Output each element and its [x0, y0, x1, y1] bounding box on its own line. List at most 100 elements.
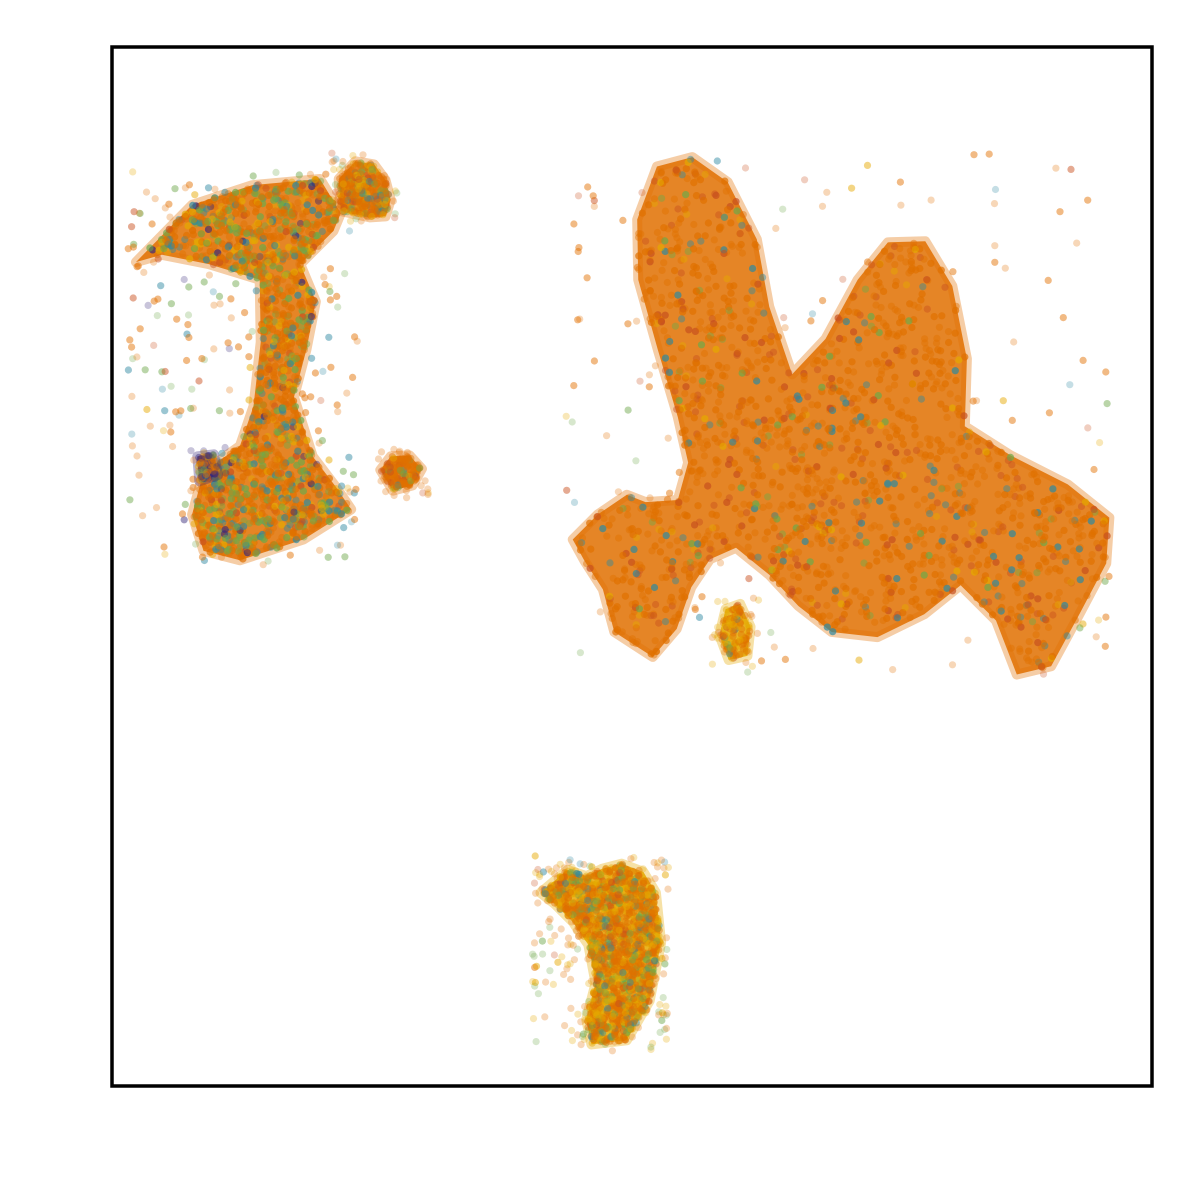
- scatter-point: [1032, 631, 1040, 639]
- scatter-point: [212, 481, 220, 489]
- scatter-point: [268, 517, 276, 525]
- scatter-point: [296, 439, 304, 447]
- scatter-point: [345, 453, 353, 461]
- scatter-point: [282, 228, 290, 236]
- scatter-point: [967, 520, 976, 528]
- scatter-point: [258, 530, 266, 539]
- scatter-point: [268, 275, 276, 283]
- scatter-point: [562, 412, 570, 420]
- scatter-point: [1074, 597, 1082, 605]
- scatter-point: [196, 219, 204, 227]
- scatter-point: [246, 251, 254, 260]
- scatter-point: [256, 387, 264, 395]
- scatter-point: [242, 257, 251, 265]
- scatter-point: [325, 483, 333, 491]
- scatter-point: [279, 484, 287, 492]
- scatter-point: [242, 258, 250, 266]
- scatter-point: [235, 242, 243, 250]
- scatter-point: [280, 463, 289, 471]
- scatter-point: [180, 275, 188, 284]
- scatter-point: [311, 486, 319, 494]
- scatter-point: [242, 445, 250, 453]
- scatter-point: [314, 520, 322, 528]
- scatter-point: [172, 219, 180, 227]
- scatter-point: [198, 534, 206, 542]
- scatter-point: [275, 342, 283, 350]
- scatter-point: [270, 380, 278, 388]
- scatter-point: [246, 272, 254, 280]
- scatter-point: [155, 246, 163, 254]
- scatter-point: [280, 384, 288, 392]
- scatter-point: [245, 396, 253, 404]
- cluster-density-body: [130, 173, 357, 566]
- scatter-point: [326, 287, 334, 296]
- scatter-point: [309, 206, 317, 214]
- scatter-point: [287, 319, 295, 327]
- scatter-point: [239, 188, 247, 196]
- scatter-point: [1096, 439, 1104, 447]
- scatter-point: [306, 456, 314, 464]
- scatter-point: [286, 531, 295, 539]
- scatter-point: [644, 530, 652, 538]
- scatter-point: [148, 220, 156, 228]
- scatter-point: [773, 431, 781, 439]
- scatter-point: [671, 322, 680, 330]
- scatter-point: [274, 333, 282, 342]
- scatter-point: [911, 430, 920, 438]
- scatter-point: [301, 343, 309, 351]
- scatter-point: [328, 149, 336, 157]
- scatter-point: [820, 449, 829, 457]
- scatter-point: [297, 244, 305, 252]
- scatter-point: [217, 546, 225, 554]
- scatter-point: [798, 446, 806, 454]
- scatter-point: [258, 320, 266, 328]
- scatter-point: [282, 423, 290, 431]
- scatter-point: [269, 400, 277, 408]
- scatter-point: [217, 459, 225, 467]
- scatter-point: [274, 469, 282, 478]
- scatter-point: [228, 476, 236, 484]
- scatter-point: [681, 390, 689, 398]
- scatter-point: [259, 194, 267, 202]
- scatter-point: [160, 543, 168, 551]
- scatter-point: [292, 485, 300, 493]
- scatter-point: [295, 316, 303, 324]
- scatter-point: [294, 199, 302, 207]
- scatter-point: [210, 242, 218, 250]
- scatter-point: [286, 360, 294, 368]
- scatter-point: [241, 462, 249, 470]
- scatter-point: [1017, 512, 1025, 520]
- scatter-point: [229, 483, 237, 491]
- scatter-point: [178, 216, 186, 224]
- scatter-point: [214, 491, 222, 499]
- scatter-point: [264, 225, 272, 233]
- scatter-point: [651, 637, 659, 645]
- scatter-point: [798, 503, 807, 511]
- scatter-point: [126, 496, 134, 504]
- scatter-point: [231, 188, 240, 196]
- scatter-point: [671, 225, 680, 234]
- scatter-point: [1073, 508, 1081, 516]
- scatter-point: [244, 248, 252, 256]
- scatter-point: [273, 343, 281, 351]
- scatter-point: [245, 497, 253, 505]
- scatter-point: [221, 526, 229, 534]
- scatter-point: [250, 447, 258, 455]
- scatter-point: [227, 478, 235, 486]
- scatter-point: [246, 441, 254, 449]
- scatter-point: [216, 547, 224, 555]
- scatter-point: [279, 197, 287, 205]
- scatter-point: [326, 265, 334, 273]
- scatter-point: [229, 482, 238, 490]
- scatter-point: [171, 240, 179, 248]
- scatter-point: [211, 526, 219, 534]
- scatter-point: [570, 498, 579, 506]
- scatter-point: [754, 358, 762, 366]
- scatter-point: [295, 250, 303, 258]
- scatter-point: [290, 246, 298, 254]
- scatter-point: [287, 393, 295, 401]
- scatter-point: [861, 319, 869, 327]
- scatter-point: [251, 480, 259, 488]
- scatter-point: [310, 297, 318, 305]
- scatter-point: [319, 208, 327, 216]
